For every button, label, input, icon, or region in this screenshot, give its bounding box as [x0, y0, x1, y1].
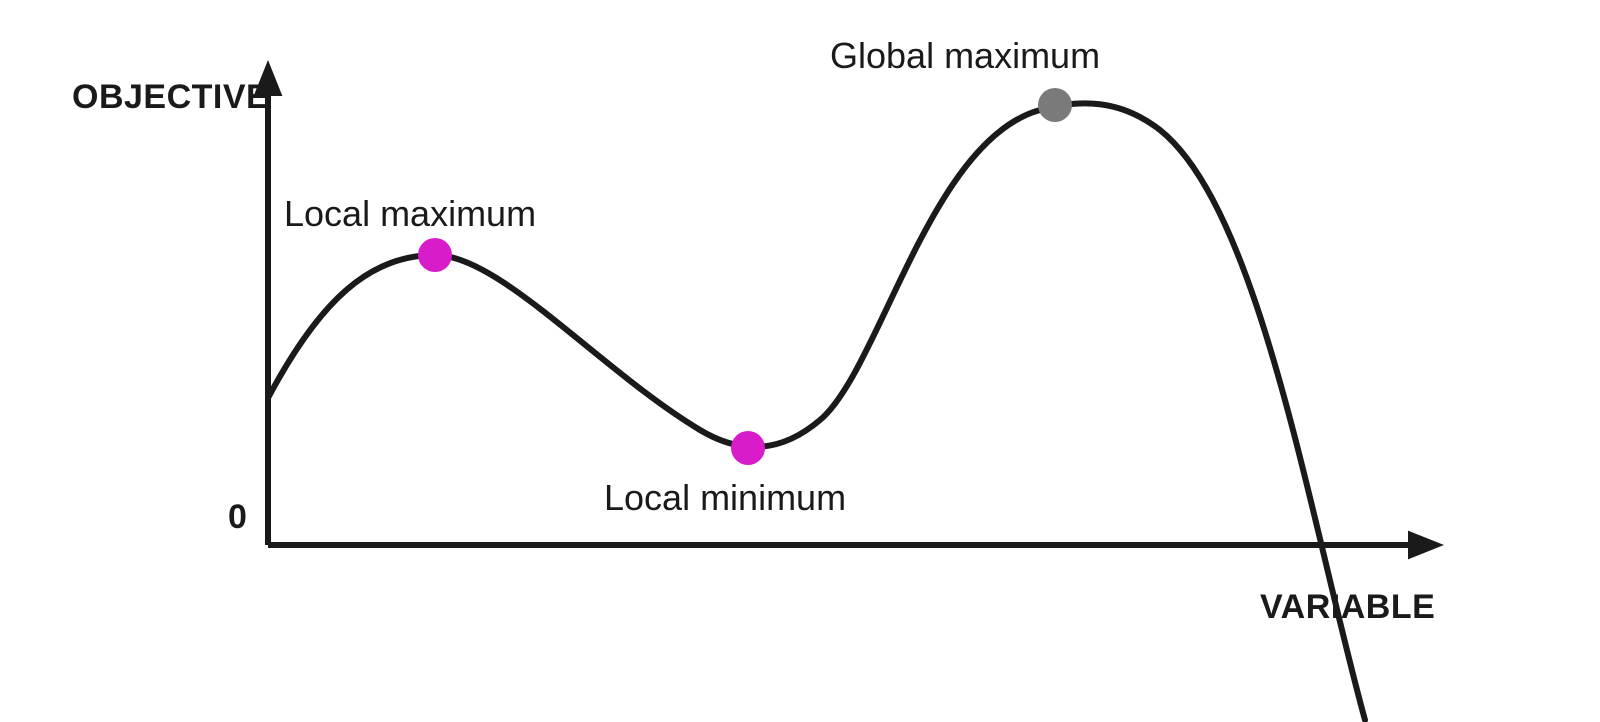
optimization-diagram: Local maximum Local minimum Global maximum… [0, 0, 1600, 722]
origin-label: 0 [228, 498, 247, 536]
global-max-point [1038, 88, 1072, 122]
extrema-points: Local maximum Local minimum Global maximum [284, 35, 1100, 518]
local-max-label: Local maximum [284, 193, 536, 234]
global-max-label: Global maximum [830, 35, 1100, 76]
local-max-point [418, 238, 452, 272]
local-min-label: Local minimum [604, 477, 846, 518]
y-axis-label: OBJECTIVE [72, 78, 269, 116]
x-axis-arrow-icon [1408, 531, 1444, 560]
x-axis-label: VARIABLE [1260, 588, 1435, 626]
local-min-point [731, 431, 765, 465]
axes [254, 60, 1444, 559]
